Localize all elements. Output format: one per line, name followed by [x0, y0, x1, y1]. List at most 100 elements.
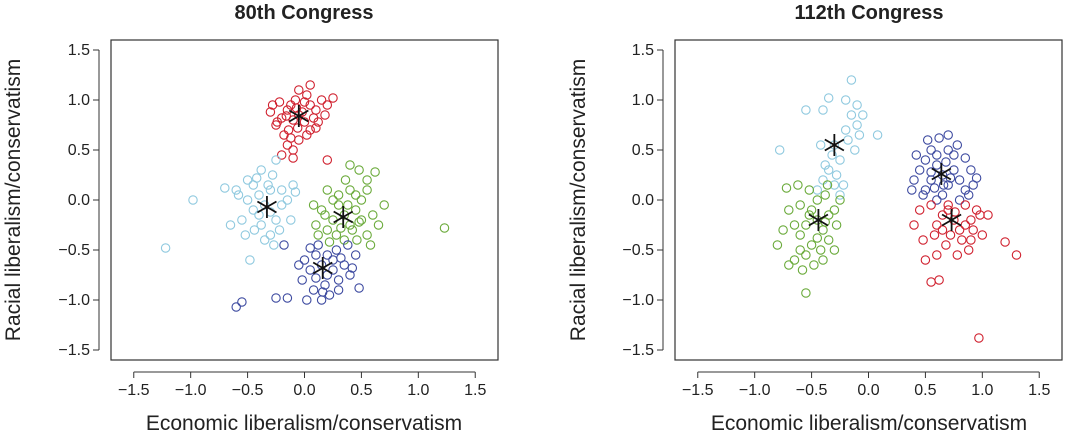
scatter-point: [932, 250, 942, 260]
scatter-point: [336, 223, 346, 233]
data-points: [160, 80, 450, 312]
scatter-point: [835, 195, 845, 205]
scatter-point: [793, 180, 803, 190]
scatter-point: [267, 100, 278, 110]
y-tick-label: 1.5: [68, 42, 90, 59]
scatter-point: [286, 215, 296, 225]
scatter-point: [290, 187, 301, 197]
scatter-point: [918, 190, 928, 200]
scatter-point: [320, 280, 330, 290]
scatter-point: [249, 225, 260, 235]
scatter-point: [818, 175, 828, 185]
scatter-point: [328, 265, 338, 275]
scatter-point: [801, 288, 811, 298]
scatter-point: [336, 253, 346, 263]
scatter-point: [960, 153, 971, 163]
scatter-point: [974, 333, 984, 343]
scatter-point: [945, 230, 956, 240]
scatter-point: [322, 250, 333, 260]
scatter-point: [954, 195, 965, 205]
scatter-point: [920, 155, 931, 165]
scatter-point: [271, 293, 281, 303]
scatter-point: [333, 200, 344, 210]
scatter-point: [812, 185, 823, 195]
chart-title: 80th Congress: [235, 2, 374, 24]
scatter-point: [909, 220, 919, 230]
scatter-point: [245, 255, 255, 265]
scatter-point: [333, 285, 344, 295]
scatter-point: [276, 150, 287, 160]
scatter-point: [795, 245, 805, 255]
scatter-point: [265, 230, 276, 240]
scatter-point: [322, 185, 333, 195]
scatter-point: [872, 130, 883, 140]
scatter-point: [373, 220, 384, 230]
y-tick-label: −1.0: [58, 292, 90, 309]
scatter-point: [1011, 250, 1022, 260]
x-axis: −1.5 −1.0 −0.5 0.0 0.5 1.0 1.5: [682, 371, 1050, 399]
y-tick-label: 1.5: [632, 42, 654, 59]
scatter-point: [311, 123, 321, 133]
scatter-point: [812, 195, 823, 205]
scatter-point: [781, 183, 792, 193]
scatter-point: [231, 185, 241, 195]
scatter-point: [934, 275, 944, 285]
y-axis: 1.5 1.0 0.5 0.0 −0.5 −1.0 −1.5: [58, 42, 100, 359]
scatter-point: [932, 160, 942, 170]
x-tick-label: 0.5: [350, 382, 372, 399]
scatter-point: [276, 200, 287, 210]
scatter-point: [317, 287, 328, 297]
scatter-point: [343, 240, 353, 250]
scatter-point: [827, 150, 837, 160]
scatter-point: [311, 250, 321, 260]
scatter-point: [966, 235, 976, 245]
scatter-point: [840, 95, 851, 105]
scatter-point: [789, 255, 800, 265]
scatter-point: [345, 185, 355, 195]
scatter-point: [971, 205, 982, 215]
scatter-point: [305, 100, 315, 110]
centroid-markers: [256, 105, 354, 279]
y-tick-label: −1.5: [622, 342, 654, 359]
y-tick-label: −1.0: [622, 292, 654, 309]
scatter-point: [281, 111, 292, 121]
scatter-point: [926, 167, 936, 177]
x-axis-label: Economic liberalism/conservatism: [711, 412, 1027, 433]
scatter-point: [829, 205, 840, 215]
x-tick-label: 1.0: [971, 382, 993, 399]
scatter-point: [949, 165, 959, 175]
scatter-point: [918, 235, 928, 245]
scatter-point: [354, 217, 364, 227]
plot-frame: [674, 39, 1063, 361]
scatter-point: [279, 240, 289, 250]
scatter-point: [823, 93, 834, 103]
scatter-point: [937, 190, 948, 200]
scatter-point: [333, 190, 344, 200]
scatter-point: [299, 117, 310, 127]
scatter-point: [288, 115, 298, 125]
scatter-point: [276, 185, 287, 195]
scatter-point: [831, 170, 842, 180]
scatter-point: [838, 180, 849, 190]
scatter-point: [823, 165, 834, 175]
scatter-point: [362, 230, 372, 240]
scatter-point: [852, 100, 862, 110]
y-tick-label: 0.0: [632, 192, 654, 209]
panel-80th-congress: 80th Congress Economic liberalism/conser…: [2, 2, 499, 433]
scatter-point: [846, 75, 857, 85]
y-tick-label: −0.5: [622, 242, 654, 259]
scatter-point: [302, 295, 312, 305]
scatter-point: [804, 210, 815, 220]
scatter-point: [937, 210, 948, 220]
x-tick-label: 1.5: [1028, 382, 1050, 399]
scatter-point: [305, 243, 315, 253]
scatter-point: [291, 103, 302, 113]
scatter-point: [852, 120, 862, 130]
scatter-point: [370, 167, 380, 177]
scatter-point: [340, 175, 351, 185]
scatter-point: [789, 220, 800, 230]
scatter-point: [809, 260, 819, 270]
scatter-point: [237, 215, 247, 225]
scatter-point: [302, 90, 312, 100]
